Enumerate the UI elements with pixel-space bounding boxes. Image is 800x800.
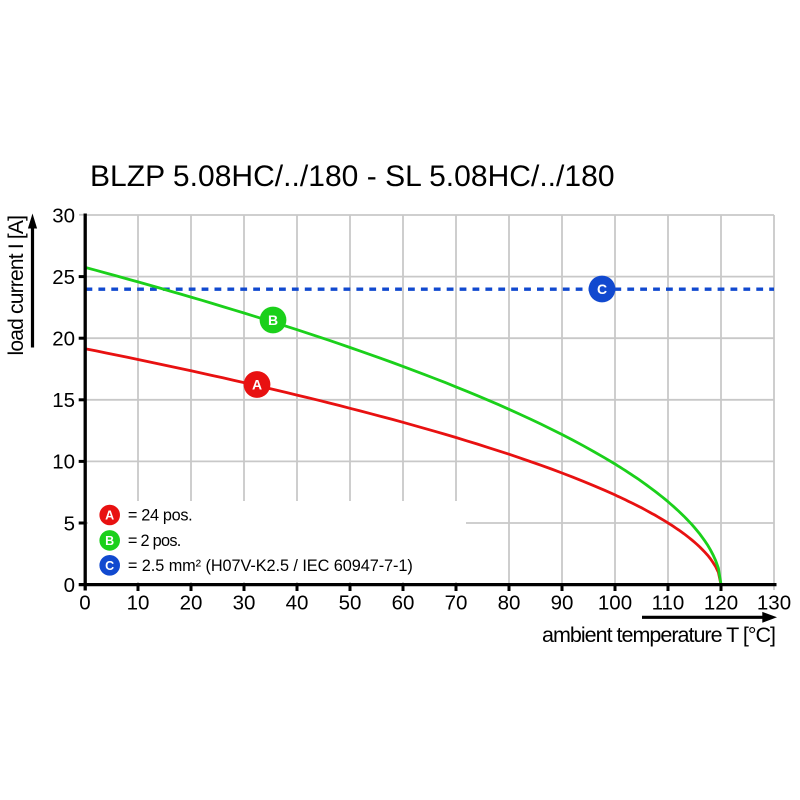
svg-text:120: 120 [704,591,738,614]
svg-text:70: 70 [445,591,468,614]
svg-text:50: 50 [339,591,362,614]
svg-text:80: 80 [498,591,521,614]
svg-text:B: B [105,534,114,548]
svg-text:= 24 pos.: = 24 pos. [128,507,193,525]
svg-text:130: 130 [757,591,791,614]
svg-text:100: 100 [598,591,632,614]
svg-text:= 2.5 mm² (H07V-K2.5 / IEC 609: = 2.5 mm² (H07V-K2.5 / IEC 60947-7-1) [128,557,413,575]
svg-text:0: 0 [79,591,90,614]
svg-text:BLZP 5.08HC/../180 - SL 5.08HC: BLZP 5.08HC/../180 - SL 5.08HC/../180 [90,160,615,193]
svg-text:B: B [268,312,278,328]
svg-text:load current I [A]: load current I [A] [5,215,28,356]
svg-text:30: 30 [52,204,75,227]
svg-text:5: 5 [64,512,75,535]
svg-text:25: 25 [52,266,75,289]
svg-text:90: 90 [551,591,574,614]
svg-text:C: C [105,559,114,573]
svg-text:60: 60 [392,591,415,614]
svg-text:15: 15 [52,389,75,412]
svg-text:20: 20 [180,591,203,614]
svg-text:A: A [105,509,114,523]
svg-text:A: A [252,377,262,393]
svg-text:20: 20 [52,328,75,351]
svg-text:0: 0 [64,574,75,597]
svg-text:C: C [597,281,607,297]
svg-text:110: 110 [652,591,685,614]
svg-text:40: 40 [286,591,309,614]
svg-text:ambient temperature T [°C]: ambient temperature T [°C] [542,623,776,647]
svg-text:10: 10 [127,591,150,614]
svg-text:10: 10 [52,451,75,474]
svg-text:= 2 pos.: = 2 pos. [128,532,181,550]
svg-text:30: 30 [233,591,256,614]
